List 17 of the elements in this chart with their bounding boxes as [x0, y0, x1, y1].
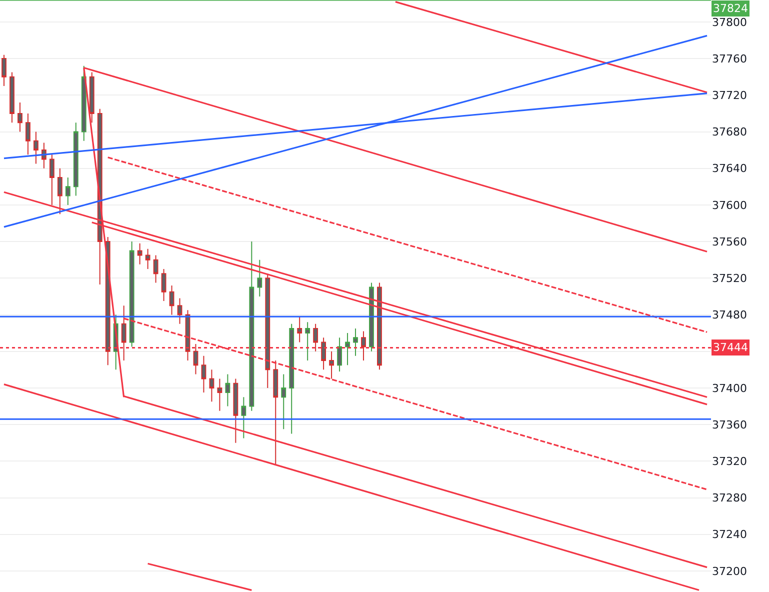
y-tick-label: 37800: [712, 16, 747, 29]
y-tick-label: 37280: [712, 492, 747, 505]
y-tick-label: 37720: [712, 89, 747, 102]
y-tick-label: 37520: [712, 272, 747, 286]
ref-line-label: 37824: [713, 2, 748, 15]
y-tick-label: 37480: [712, 308, 747, 322]
y-tick-label: 37600: [712, 198, 747, 212]
y-tick-label: 37680: [712, 126, 747, 139]
y-tick-label: 37640: [712, 162, 747, 176]
y-tick-label: 37560: [712, 235, 747, 248]
y-tick-label: 37240: [712, 528, 747, 542]
y-tick-label: 37760: [712, 52, 747, 66]
y-tick-label: 37320: [712, 455, 747, 468]
ref-line-label: 37444: [713, 341, 748, 354]
y-tick-label: 37360: [712, 418, 747, 432]
y-tick-label: 37200: [712, 564, 747, 578]
y-tick-label: 37400: [712, 382, 747, 395]
